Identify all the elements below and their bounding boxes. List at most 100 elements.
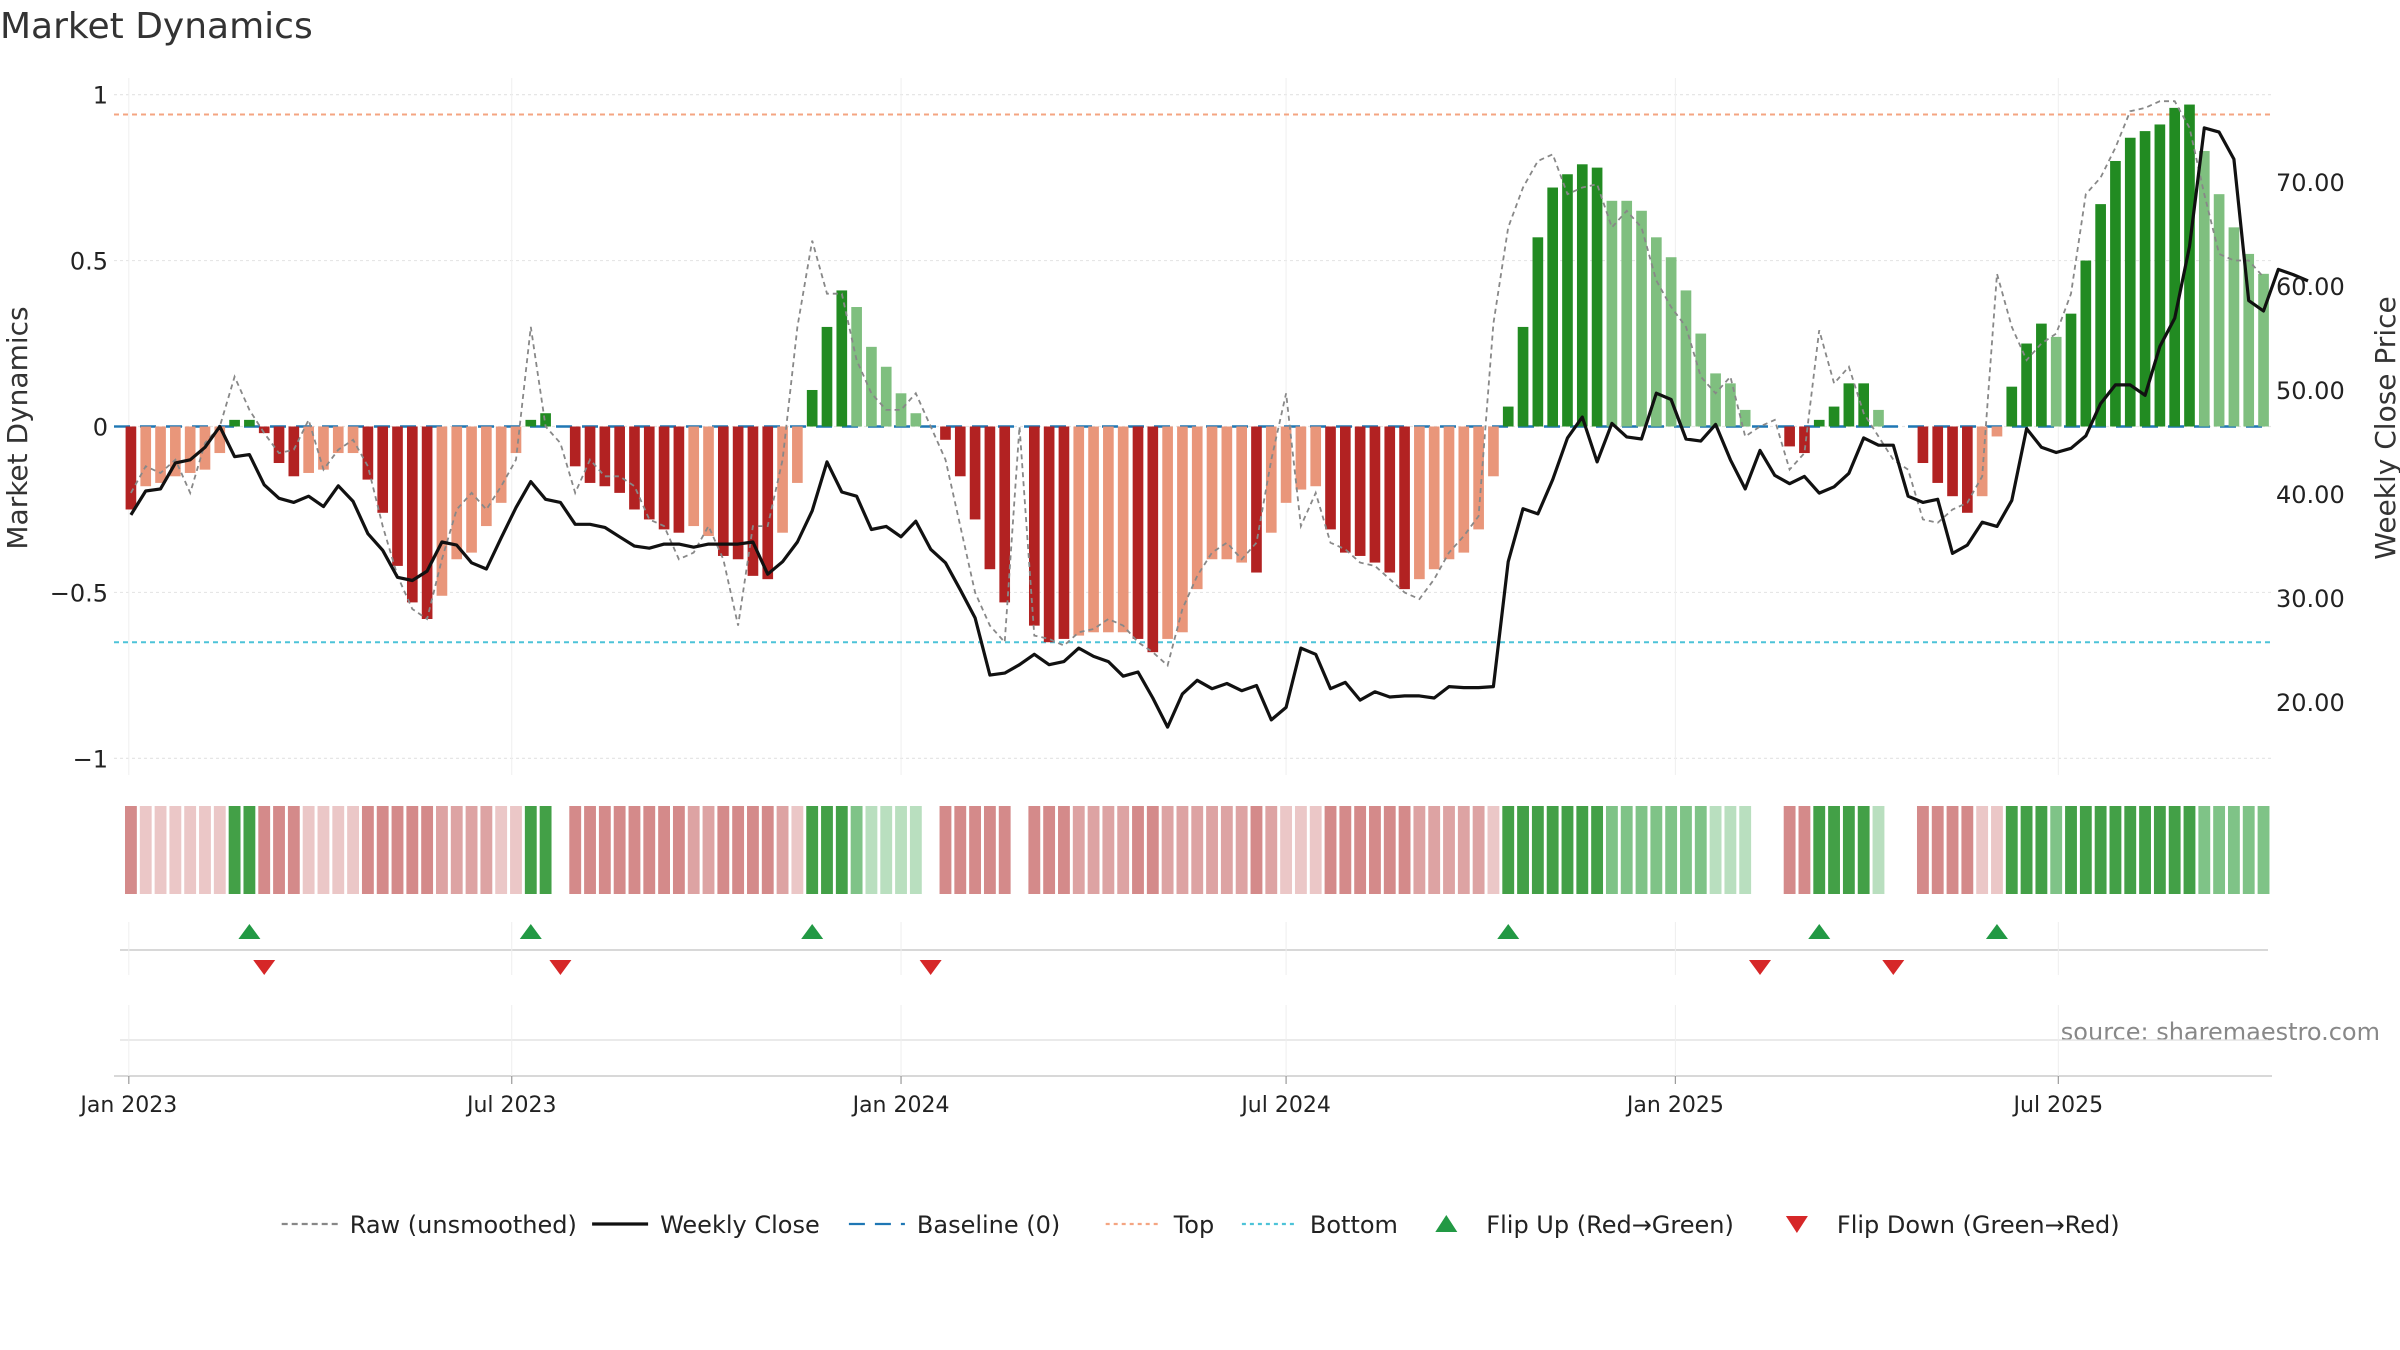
strip-cell-21 [436, 806, 448, 894]
bar-118 [1873, 409, 1884, 427]
strip-cell-41 [732, 806, 745, 894]
strip-cell-9 [258, 806, 271, 894]
strip-cell-65 [1087, 806, 1100, 894]
strip-cell-104 [1665, 806, 1678, 894]
strip-cell-27 [524, 806, 537, 894]
strip-cell-93 [1502, 806, 1515, 894]
strip-cell-49 [850, 806, 863, 894]
strip-cell-19 [406, 806, 419, 894]
bar-83 [1354, 426, 1366, 556]
strip-cell-82 [1339, 806, 1352, 894]
bar-132 [2080, 260, 2092, 427]
bar-32 [599, 426, 611, 487]
x-tick-label-4: Jan 2025 [1625, 1093, 1724, 1118]
strip-cell-24 [480, 806, 493, 894]
bar-125 [1976, 426, 1988, 497]
legend-label-4: Bottom [1310, 1211, 1398, 1239]
bar-28 [540, 413, 551, 427]
bar-144 [2258, 273, 2269, 427]
strip-cell-69 [1146, 806, 1159, 894]
bar-72 [1191, 426, 1203, 590]
strip-cell-113 [1798, 806, 1811, 894]
legend-label-5: Flip Up (Red→Green) [1486, 1211, 1734, 1239]
flip-down-marker-2 [919, 960, 942, 975]
strip-cell-18 [391, 806, 404, 894]
bar-143 [2243, 253, 2255, 427]
strip-cell-56 [954, 806, 967, 894]
strip-cell-131 [2065, 806, 2077, 894]
bar-48 [836, 290, 848, 427]
y2-tick-label-0: 20.00 [2276, 689, 2345, 717]
strip-cell-44 [776, 806, 789, 894]
x-tick-label-3: Jul 2024 [1239, 1093, 1331, 1118]
x-tick-label-1: Jul 2023 [465, 1093, 557, 1118]
bar-66 [1103, 426, 1114, 633]
strip-cell-66 [1102, 806, 1115, 894]
bar-49 [851, 307, 862, 427]
bar-39 [703, 426, 714, 537]
strip-cell-126 [1991, 806, 2003, 894]
x-tick-label-2: Jan 2024 [851, 1093, 950, 1118]
bar-62 [1043, 426, 1055, 643]
strip-cell-51 [880, 806, 893, 894]
strip-cell-90 [1457, 806, 1470, 894]
bar-128 [2021, 343, 2032, 427]
strip-cell-124 [1961, 806, 1974, 894]
strip-cell-88 [1428, 806, 1441, 894]
y-tick-label-3: 0.5 [70, 248, 108, 276]
bar-3 [170, 426, 181, 477]
y2-tick-label-4: 60.00 [2276, 273, 2345, 301]
strip-cell-107 [1709, 806, 1722, 894]
bar-106 [1695, 333, 1707, 427]
bar-10 [273, 426, 285, 464]
bar-87 [1414, 426, 1425, 580]
strip-cell-70 [1161, 806, 1174, 894]
bar-20 [421, 426, 433, 620]
strip-cell-17 [376, 806, 389, 894]
y-tick-label-1: −0.5 [50, 579, 108, 607]
bar-88 [1428, 426, 1440, 570]
strip-cell-72 [1191, 806, 1204, 894]
strip-cell-32 [598, 806, 611, 894]
bar-17 [377, 426, 389, 513]
bar-92 [1488, 426, 1499, 477]
lines-layer [129, 100, 2309, 729]
strip-cell-122 [1931, 806, 1944, 894]
bar-55 [940, 426, 951, 440]
strip-cell-134 [2109, 806, 2122, 894]
strip-cell-8 [243, 806, 256, 894]
flip-down-marker-1 [549, 960, 572, 975]
strip-cell-48 [835, 806, 848, 894]
bar-97 [1562, 174, 1573, 427]
strip-cell-30 [569, 806, 582, 894]
bar-79 [1295, 426, 1307, 490]
bar-139 [2184, 104, 2195, 427]
strip-cell-2 [154, 806, 167, 894]
bar-124 [1962, 426, 1973, 513]
bar-126 [1991, 426, 2003, 437]
strip-cell-58 [983, 806, 996, 894]
bar-84 [1369, 426, 1381, 563]
bar-0 [125, 426, 137, 510]
strip-cell-46 [806, 806, 819, 894]
bar-12 [303, 426, 314, 473]
bar-40 [717, 426, 729, 556]
strip-cell-6 [213, 806, 226, 894]
bar-114 [1813, 419, 1825, 427]
legend-item-0: Raw (unsmoothed) [281, 1211, 577, 1239]
strip-cell-7 [228, 806, 241, 894]
strip-cell-102 [1635, 806, 1648, 894]
strip-cell-141 [2213, 806, 2226, 894]
strip-cell-31 [584, 806, 596, 894]
bar-105 [1680, 290, 1692, 427]
strip-cell-33 [613, 806, 626, 894]
strip-cell-109 [1739, 806, 1752, 894]
bar-50 [866, 346, 877, 427]
strip-cell-59 [998, 806, 1011, 894]
strip-cell-28 [539, 806, 552, 894]
bar-131 [2065, 313, 2077, 427]
bar-109 [1739, 409, 1751, 427]
strip-cell-117 [1857, 806, 1870, 894]
bar-74 [1221, 426, 1233, 560]
strip-cell-71 [1176, 806, 1189, 894]
